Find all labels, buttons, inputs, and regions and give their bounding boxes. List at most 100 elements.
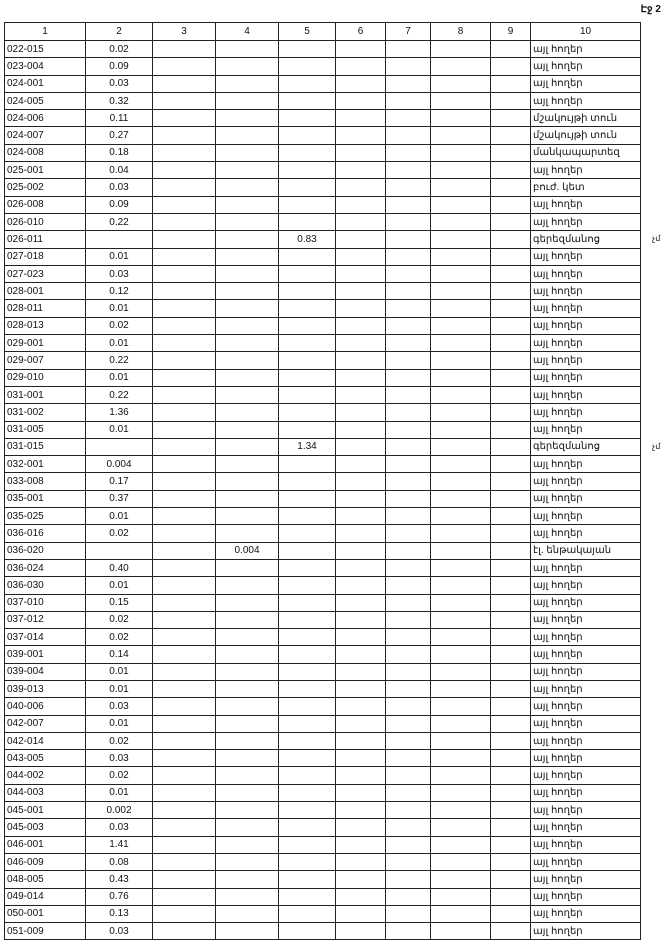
cell-col-5 — [278, 662, 336, 681]
cell-col-6 — [335, 385, 386, 405]
land-use: այլ հողեր — [530, 351, 641, 370]
parcel-code: 042-014 — [4, 731, 86, 751]
cell-col-9 — [490, 887, 531, 906]
cell-col-2: 0.02 — [85, 39, 153, 59]
cell-col-2: 0.03 — [85, 818, 153, 837]
cell-col-2: 0.37 — [85, 489, 153, 509]
cell-col-6 — [335, 870, 386, 889]
table-row: 024-006 0.11 մշակույթի տուն — [4, 109, 641, 128]
cell-col-5 — [278, 282, 336, 301]
table-row: 031-015 1.34 գերեզմանոց — [4, 437, 641, 457]
cell-col-7 — [385, 420, 431, 439]
cell-col-9 — [490, 334, 531, 353]
parcel-code: 029-007 — [4, 351, 86, 370]
table-row: 024-001 0.03 այլ հողեր — [4, 74, 641, 93]
land-use: այլ հողեր — [530, 749, 641, 768]
cell-col-2: 0.27 — [85, 126, 153, 145]
cell-col-7 — [385, 766, 431, 785]
cell-col-5 — [278, 385, 336, 405]
cell-col-2: 0.01 — [85, 679, 153, 699]
cell-col-6 — [335, 455, 386, 474]
cell-col-6 — [335, 230, 386, 249]
cell-col-8 — [430, 39, 491, 59]
cell-col-2 — [85, 541, 153, 560]
cell-col-9 — [490, 870, 531, 889]
cell-col-2: 0.13 — [85, 904, 153, 924]
cell-col-6 — [335, 766, 386, 785]
cell-col-9 — [490, 161, 531, 180]
cell-col-2: 0.02 — [85, 766, 153, 785]
cell-col-7 — [385, 299, 431, 318]
cell-col-8 — [430, 247, 491, 266]
cell-col-4 — [215, 870, 279, 889]
parcel-code: 037-012 — [4, 610, 86, 630]
parcel-code: 022-015 — [4, 39, 86, 59]
land-use: այլ հողեր — [530, 628, 641, 647]
table-row: 026-008 0.09 այլ հողեր — [4, 195, 641, 214]
cell-col-9 — [490, 576, 531, 595]
parcel-code: 024-005 — [4, 91, 86, 111]
land-use: բուժ. կետ — [530, 178, 641, 197]
header-row: 1 2 3 4 5 6 7 8 9 10 — [4, 22, 641, 41]
cell-col-6 — [335, 91, 386, 111]
cell-col-3 — [152, 524, 216, 543]
cell-col-6 — [335, 593, 386, 612]
cell-col-6 — [335, 801, 386, 820]
cell-col-8 — [430, 679, 491, 699]
margin-note: չմ — [652, 441, 661, 451]
column-header-6: 6 — [335, 22, 386, 41]
cell-col-9 — [490, 195, 531, 214]
cell-col-8 — [430, 472, 491, 491]
cell-col-3 — [152, 420, 216, 439]
cell-col-9 — [490, 662, 531, 681]
cell-col-9 — [490, 645, 531, 664]
cell-col-5 — [278, 714, 336, 733]
cell-col-3 — [152, 541, 216, 560]
cell-col-7 — [385, 593, 431, 612]
cell-col-6 — [335, 783, 386, 803]
cell-col-9 — [490, 472, 531, 491]
cell-col-5 — [278, 74, 336, 93]
cell-col-9 — [490, 558, 531, 578]
cell-col-5 — [278, 109, 336, 128]
cell-col-3 — [152, 74, 216, 93]
table-row: 031-005 0.01 այլ հողեր — [4, 420, 641, 439]
parcel-code: 048-005 — [4, 870, 86, 889]
table-row: 028-013 0.02 այլ հողեր — [4, 316, 641, 336]
cell-col-2 — [85, 437, 153, 457]
cell-col-8 — [430, 541, 491, 560]
cell-col-6 — [335, 679, 386, 699]
cell-col-5: 0.83 — [278, 230, 336, 249]
parcel-code: 032-001 — [4, 455, 86, 474]
land-table: 1 2 3 4 5 6 7 8 9 10 022-015 0.02 այլ հողեր 023-004 0… — [4, 22, 641, 941]
cell-col-3 — [152, 558, 216, 578]
cell-col-5 — [278, 334, 336, 353]
cell-col-3 — [152, 731, 216, 751]
cell-col-7 — [385, 143, 431, 163]
cell-col-8 — [430, 593, 491, 612]
parcel-code: 026-010 — [4, 212, 86, 232]
cell-col-5 — [278, 403, 336, 422]
cell-col-6 — [335, 143, 386, 163]
land-use: մշակույթի տուն — [530, 126, 641, 145]
land-use: այլ հողեր — [530, 887, 641, 906]
cell-col-7 — [385, 731, 431, 751]
cell-col-5 — [278, 161, 336, 180]
cell-col-4 — [215, 783, 279, 803]
land-use: այլ հողեր — [530, 39, 641, 59]
cell-col-4 — [215, 109, 279, 128]
land-use: այլ հողեր — [530, 489, 641, 509]
cell-col-5 — [278, 455, 336, 474]
cell-col-4 — [215, 437, 279, 457]
cell-col-7 — [385, 783, 431, 803]
table-row: 029-007 0.22 այլ հողեր — [4, 351, 641, 370]
parcel-code: 028-001 — [4, 282, 86, 301]
cell-col-5 — [278, 766, 336, 785]
parcel-code: 045-001 — [4, 801, 86, 820]
cell-col-4 — [215, 524, 279, 543]
cell-col-8 — [430, 489, 491, 509]
cell-col-4 — [215, 507, 279, 526]
cell-col-9 — [490, 264, 531, 284]
cell-col-3 — [152, 247, 216, 266]
cell-col-5 — [278, 887, 336, 906]
